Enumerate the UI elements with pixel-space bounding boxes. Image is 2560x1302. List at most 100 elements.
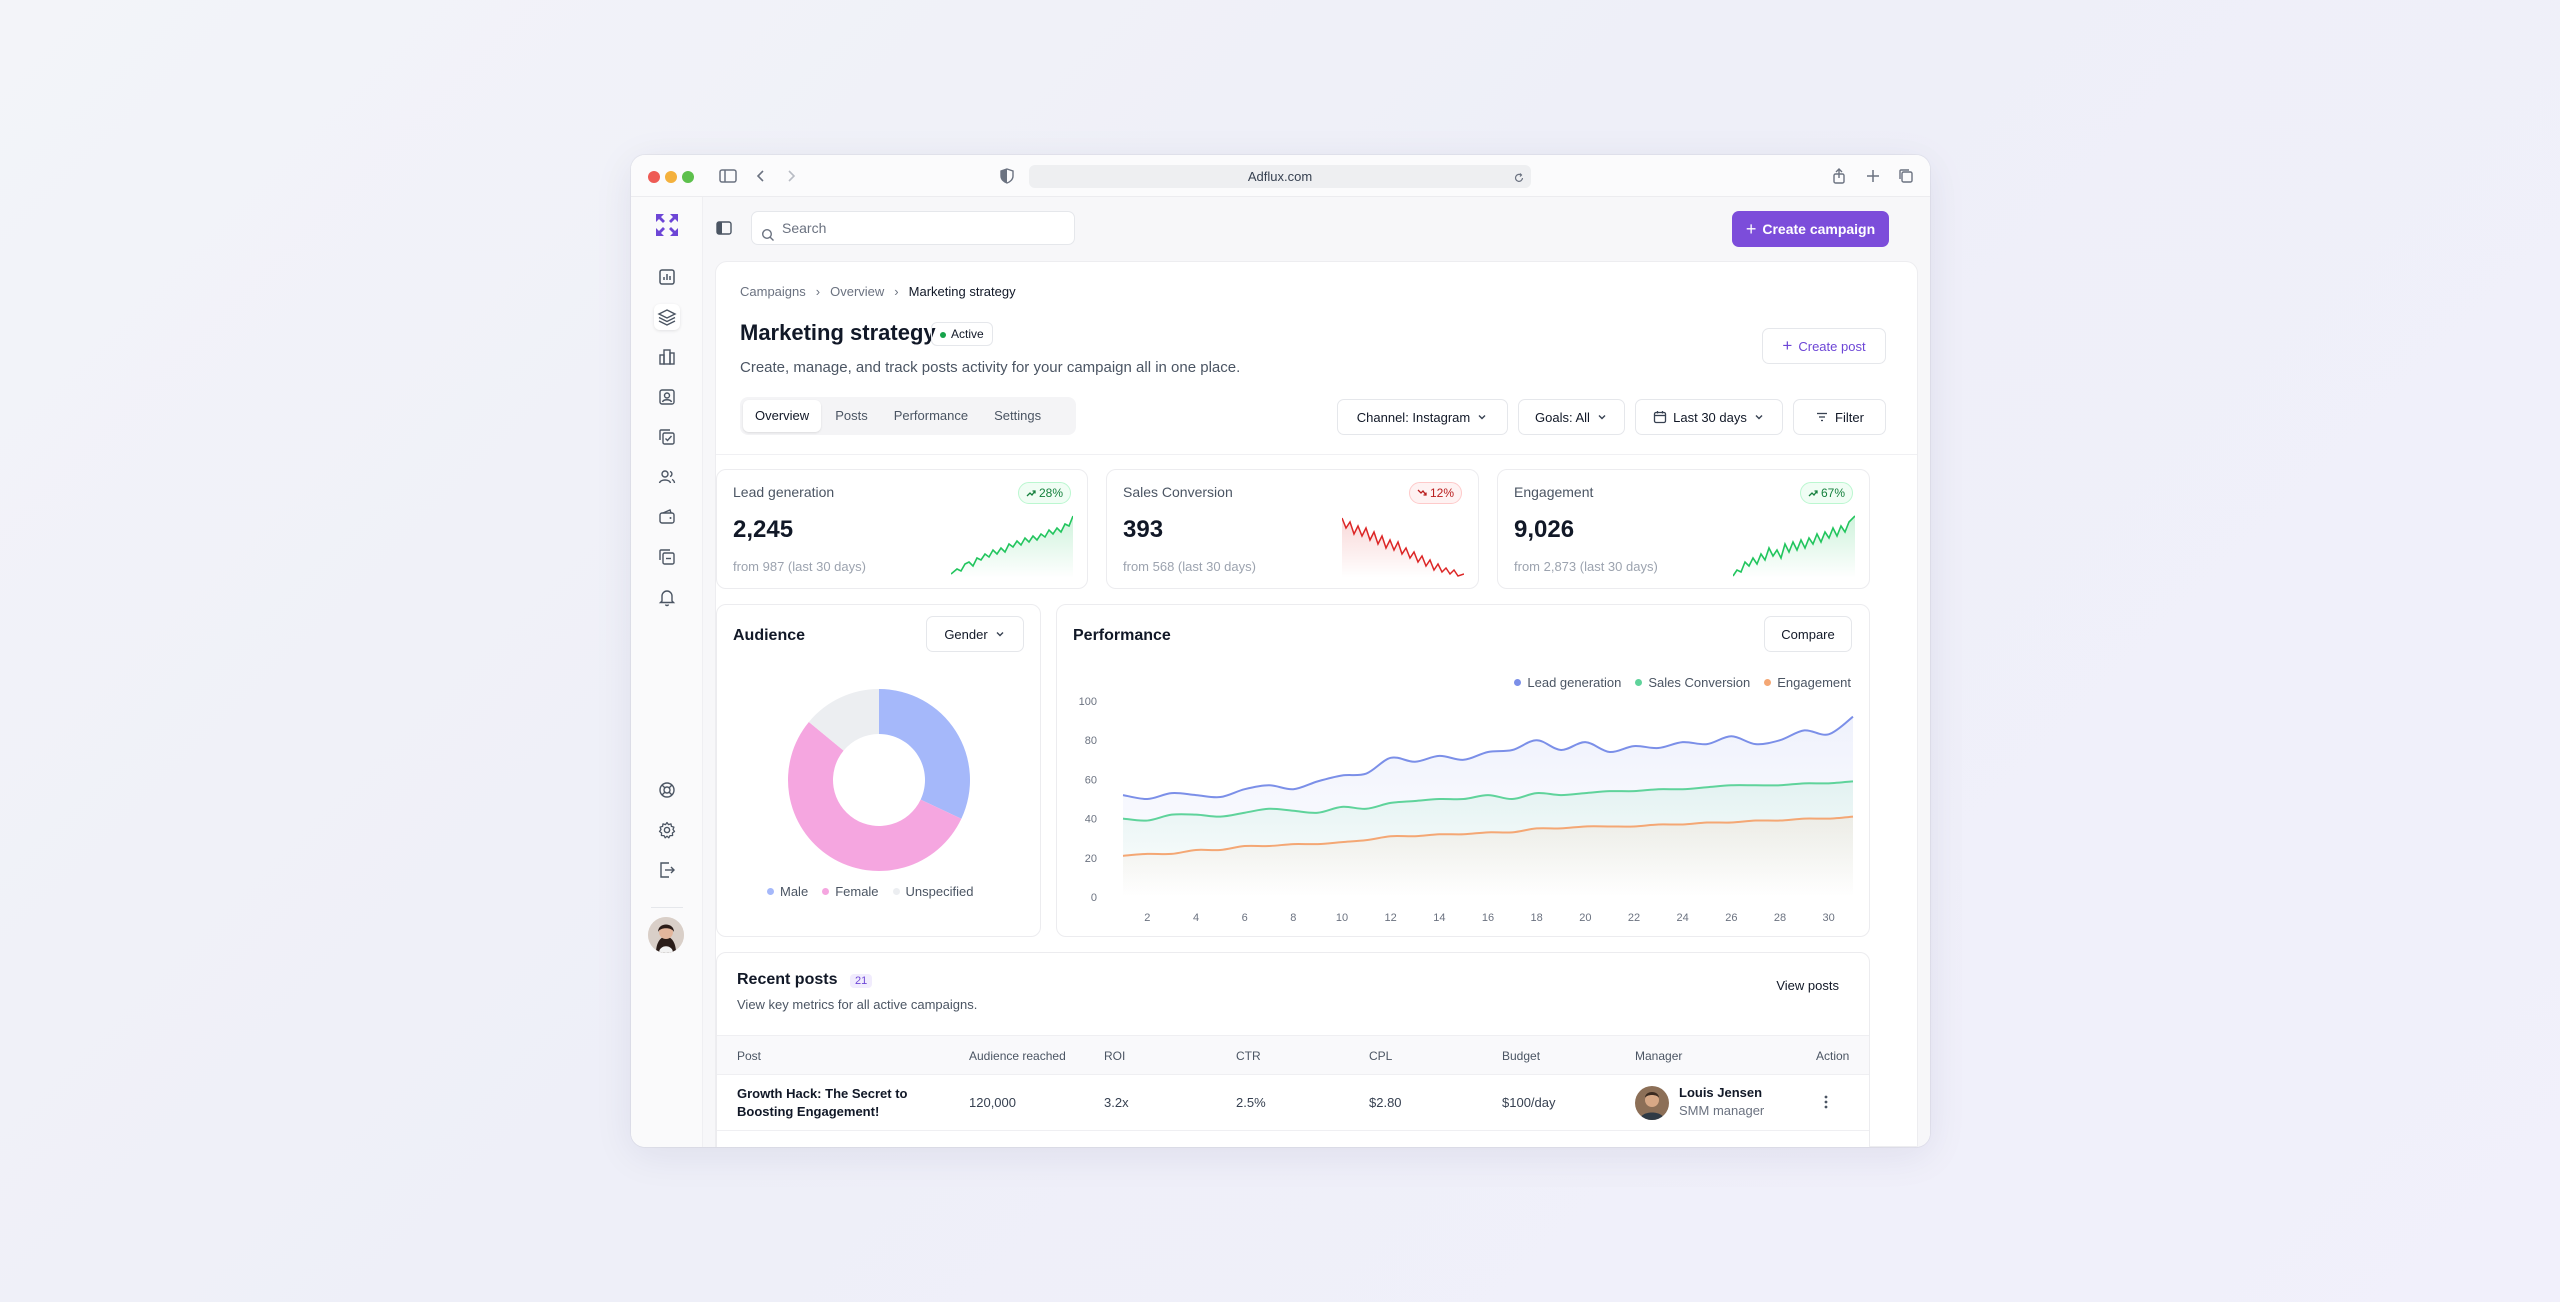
column-header-post[interactable]: Post <box>737 1049 762 1063</box>
avatar[interactable] <box>648 917 684 953</box>
address-bar[interactable]: Adflux.com <box>1029 165 1531 188</box>
filter-button[interactable]: Filter <box>1793 399 1886 435</box>
legend-item-male: Male <box>767 884 808 899</box>
create-post-button[interactable]: + Create post <box>1762 328 1886 364</box>
tab-posts[interactable]: Posts <box>835 408 868 423</box>
tab-overview-icon[interactable] <box>1896 166 1916 186</box>
adflux-logo-icon[interactable] <box>651 209 683 241</box>
kpi-card-sales-conversion: Sales Conversion 12% 393 from 568 (last … <box>1106 469 1479 589</box>
browser-toolbar: Adflux.com <box>631 155 1930 197</box>
column-header-budget[interactable]: Budget <box>1502 1049 1541 1063</box>
donut-slice-female[interactable] <box>788 721 962 871</box>
create-post-label: Create post <box>1798 338 1866 354</box>
create-campaign-button[interactable]: + Create campaign <box>1732 211 1889 247</box>
trend-down-icon <box>1417 489 1427 496</box>
audience-card: Audience Gender Male Female Unspecified <box>716 604 1041 937</box>
minimize-window-button[interactable] <box>665 171 677 183</box>
goals-select[interactable]: Goals: All <box>1518 399 1625 435</box>
y-tick-label: 80 <box>1085 735 1097 747</box>
filter-icon <box>1817 412 1828 422</box>
tab-settings[interactable]: Settings <box>994 408 1042 423</box>
maximize-window-button[interactable] <box>682 171 694 183</box>
panel-toggle-icon[interactable] <box>715 219 733 242</box>
more-vertical-icon[interactable] <box>1823 1092 1829 1117</box>
wallet-icon[interactable] <box>654 504 680 530</box>
legend-label: Engagement <box>1777 675 1851 690</box>
legend-label: Lead generation <box>1527 675 1622 690</box>
search-input[interactable]: Search <box>751 211 1075 245</box>
forward-icon[interactable] <box>781 166 801 186</box>
legend-label: Sales Conversion <box>1648 675 1751 690</box>
gender-select[interactable]: Gender <box>926 616 1024 652</box>
kpi-card-engagement: Engagement 67% 9,026 from 2,873 (last 30… <box>1497 469 1870 589</box>
share-icon[interactable] <box>1829 166 1849 186</box>
support-icon[interactable] <box>654 777 680 803</box>
copy-icon[interactable] <box>654 544 680 570</box>
donut-slice-unspecified[interactable] <box>808 689 879 751</box>
trend-up-icon <box>1026 490 1036 497</box>
legend-swatch <box>1635 679 1643 686</box>
x-tick-label: 30 <box>1823 912 1835 924</box>
tab-overview[interactable]: Overview <box>743 400 822 432</box>
analytics-icon[interactable] <box>654 264 680 290</box>
x-tick-label: 14 <box>1433 912 1445 924</box>
users-icon[interactable] <box>654 464 680 490</box>
legend-label: Male <box>780 884 809 899</box>
layers-icon[interactable] <box>654 304 680 330</box>
series-line-engagement[interactable] <box>1122 815 1854 857</box>
goals-label: Goals: All <box>1535 409 1590 425</box>
new-tab-icon[interactable] <box>1863 166 1883 186</box>
reload-icon[interactable] <box>1513 165 1525 188</box>
logout-icon[interactable] <box>654 857 680 883</box>
breadcrumb-campaigns[interactable]: Campaigns <box>740 284 806 299</box>
date-range-label: Last 30 days <box>1673 409 1747 425</box>
column-header-roi[interactable]: ROI <box>1104 1049 1126 1063</box>
plus-icon: + <box>1782 336 1793 355</box>
x-tick-label: 22 <box>1628 912 1640 924</box>
kpi-footnote: from 568 (last 30 days) <box>1123 559 1256 574</box>
kpi-footnote: from 2,873 (last 30 days) <box>1514 559 1658 574</box>
bell-icon[interactable] <box>654 584 680 610</box>
column-header-cpl[interactable]: CPL <box>1369 1049 1393 1063</box>
legend-label: Female <box>835 884 879 899</box>
column-header-manager[interactable]: Manager <box>1635 1049 1683 1063</box>
legend-label: Unspecified <box>905 884 974 899</box>
x-tick-label: 4 <box>1193 912 1199 924</box>
column-header-audience[interactable]: Audience reached <box>969 1049 1066 1063</box>
sparkline-engagement <box>1733 515 1855 578</box>
audience-legend: Male Female Unspecified <box>767 884 973 899</box>
column-header-ctr[interactable]: CTR <box>1236 1049 1261 1063</box>
budget-value: $100/day <box>1502 1095 1556 1110</box>
breadcrumb-overview[interactable]: Overview <box>830 284 885 299</box>
sparkline-sales-conversion <box>1342 517 1464 578</box>
donut-slice-male[interactable] <box>879 689 970 819</box>
create-campaign-label: Create campaign <box>1762 221 1876 237</box>
view-posts-button[interactable]: View posts <box>1776 978 1839 993</box>
table-row[interactable]: Growth Hack: The Secret to Boosting Enga… <box>717 1075 1869 1131</box>
gear-icon[interactable] <box>654 817 680 843</box>
x-tick-label: 6 <box>1242 912 1248 924</box>
series-line-sales-conversion[interactable] <box>1122 780 1854 822</box>
performance-title: Performance <box>1073 627 1171 644</box>
compare-label: Compare <box>1781 626 1835 642</box>
sidebar-toggle-icon[interactable] <box>718 166 738 186</box>
tasks-icon[interactable] <box>654 424 680 450</box>
channel-select[interactable]: Channel: Instagram <box>1337 399 1508 435</box>
close-window-button[interactable] <box>648 171 660 183</box>
legend-swatch <box>1514 679 1522 686</box>
chevron-down-icon <box>1755 415 1763 420</box>
series-line-lead-generation[interactable] <box>1122 715 1854 801</box>
performance-card: Performance Compare Lead generation Sale… <box>1056 604 1870 937</box>
y-tick-label: 20 <box>1085 853 1097 865</box>
back-icon[interactable] <box>751 166 771 186</box>
post-count-badge: 21 <box>850 974 873 988</box>
y-tick-label: 40 <box>1085 814 1097 826</box>
date-range-select[interactable]: Last 30 days <box>1635 399 1783 435</box>
tab-performance[interactable]: Performance <box>893 408 969 423</box>
breadcrumb: Campaigns › Overview › Marketing strateg… <box>740 284 1016 299</box>
compare-button[interactable]: Compare <box>1764 616 1852 652</box>
privacy-shield-icon[interactable] <box>997 166 1017 186</box>
contact-card-icon[interactable] <box>654 384 680 410</box>
buildings-icon[interactable] <box>654 344 680 370</box>
legend-swatch <box>892 888 900 895</box>
